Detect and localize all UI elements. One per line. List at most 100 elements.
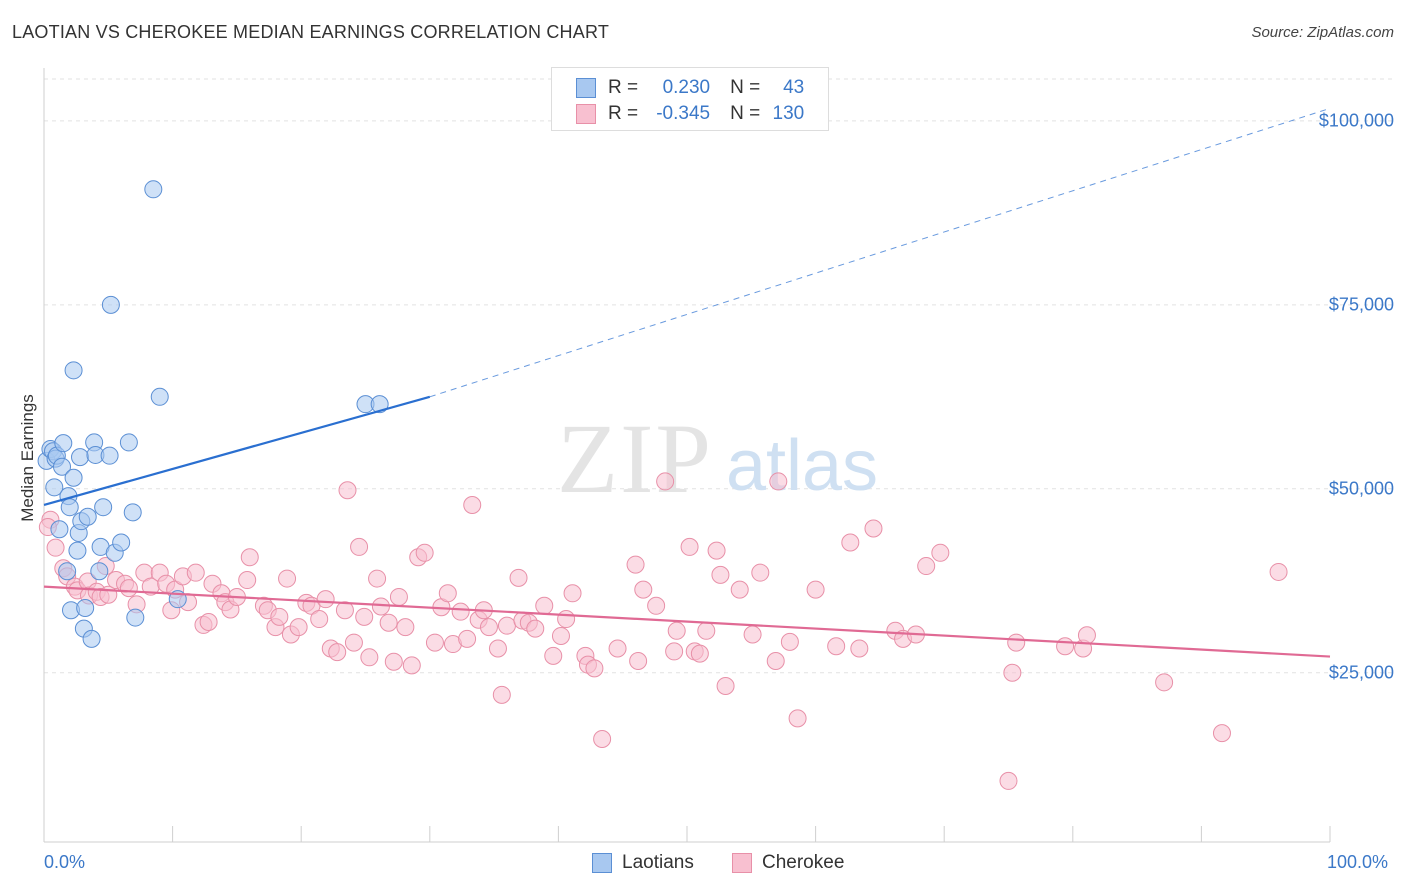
cherokee-point xyxy=(344,633,363,652)
cherokee-point xyxy=(335,601,354,620)
cherokee-point xyxy=(384,652,403,671)
cherokee-point xyxy=(769,472,788,491)
cherokee-point xyxy=(665,642,684,661)
cherokee-point xyxy=(240,548,259,567)
legend-r-label: R = xyxy=(608,103,639,124)
cherokee-point xyxy=(458,629,477,648)
cherokee-swatch xyxy=(576,104,596,124)
bottom-legend-laotians: Laotians xyxy=(592,852,694,874)
laotian-point xyxy=(370,395,389,414)
laotian-point xyxy=(126,608,145,627)
laotian-points xyxy=(37,180,389,648)
trendlines xyxy=(43,107,1331,658)
source-label: Source: ZipAtlas.com xyxy=(1251,24,1394,41)
laotian-point xyxy=(50,520,69,539)
cherokee-point xyxy=(917,557,936,576)
cherokee-point xyxy=(780,632,799,651)
cherokee-point xyxy=(707,541,726,560)
legend-n-value: 130 xyxy=(772,103,805,124)
cherokee-point xyxy=(656,472,675,491)
cherokee-point xyxy=(1077,626,1096,645)
cherokee-point xyxy=(438,584,457,603)
laotian-point xyxy=(150,387,169,406)
cherokee-point xyxy=(544,646,563,665)
cherokee-point xyxy=(730,580,749,599)
cherokee-point xyxy=(850,639,869,658)
cherokee-point xyxy=(238,571,257,590)
y-tick-label: $25,000 xyxy=(1328,662,1394,683)
watermark-zip: ZIP xyxy=(557,403,713,514)
cherokee-points xyxy=(38,472,1288,790)
y-tick-label: $75,000 xyxy=(1328,294,1394,315)
watermark-atlas: atlas xyxy=(726,426,878,506)
laotian-point xyxy=(45,478,64,497)
cherokee-point xyxy=(479,618,498,637)
cherokee-point xyxy=(526,619,545,638)
cherokee-point xyxy=(788,709,807,728)
cherokee-point xyxy=(46,538,65,557)
x-tick-max: 100.0% xyxy=(1327,852,1389,872)
cherokee-point xyxy=(492,685,511,704)
cherokee-point xyxy=(690,644,709,663)
cherokee-point xyxy=(716,677,735,695)
laotian-point xyxy=(71,448,90,467)
laotians-swatch xyxy=(576,78,596,98)
cherokee-legend-swatch xyxy=(732,853,752,873)
cherokee-point xyxy=(360,648,379,667)
legend-n-label: N = xyxy=(730,103,761,124)
laotian-point xyxy=(90,562,109,581)
cherokee-point xyxy=(608,639,627,658)
x-tick-min: 0.0% xyxy=(44,852,86,872)
cherokee-point xyxy=(289,618,308,637)
cherokee-point xyxy=(119,579,138,598)
cherokee-point xyxy=(1056,637,1075,656)
cherokee-point xyxy=(667,621,686,640)
legend-r-value: -0.345 xyxy=(656,103,711,124)
laotian-point xyxy=(112,533,131,552)
cherokee-point xyxy=(425,633,444,652)
laotian-point xyxy=(58,562,77,581)
cherokee-point xyxy=(841,533,860,552)
watermark: ZIP atlas xyxy=(557,403,878,514)
laotian-point xyxy=(100,446,119,465)
cherokee-point xyxy=(199,612,218,631)
cherokee-point xyxy=(743,625,762,644)
cherokee-point xyxy=(535,596,554,615)
laotian-point xyxy=(76,599,95,617)
laotian-point xyxy=(54,434,73,453)
cherokee-point xyxy=(316,590,335,609)
cherokee-point xyxy=(999,771,1018,790)
cherokee-point xyxy=(415,543,434,562)
cherokee-point xyxy=(827,637,846,656)
cherokee-point xyxy=(766,651,785,670)
cherokee-point xyxy=(806,580,825,599)
laotian-point xyxy=(82,629,101,648)
legend-n-label: N = xyxy=(730,77,761,98)
cherokee-point xyxy=(634,580,653,599)
cherokee-point xyxy=(697,621,716,640)
cherokee-point xyxy=(1007,633,1026,652)
cherokee-point xyxy=(355,607,374,626)
cherokee-point xyxy=(563,584,582,603)
cherokee-point xyxy=(396,618,415,637)
cherokee-point xyxy=(338,481,357,500)
cherokee-point xyxy=(463,495,482,514)
y-tick-label: $100,000 xyxy=(1318,110,1394,131)
cherokee-point xyxy=(626,555,645,574)
legend-r-label: R = xyxy=(608,77,639,98)
laotian-trendline xyxy=(43,395,431,507)
legend-row-cherokee: R = -0.345 N = 130 xyxy=(552,102,804,126)
legend-r-value: 0.230 xyxy=(662,77,711,98)
cherokee-point xyxy=(310,610,329,629)
cherokee-point xyxy=(389,587,408,606)
y-tick-label: $50,000 xyxy=(1328,478,1394,499)
laotian-point xyxy=(119,433,138,452)
cherokee-point xyxy=(1212,724,1231,743)
cherokee-point xyxy=(488,639,507,658)
cherokee-point xyxy=(551,626,570,645)
laotian-trendline-extension xyxy=(429,107,1331,398)
cherokee-point xyxy=(585,659,604,678)
cherokee-point xyxy=(350,537,369,556)
cherokee-point xyxy=(451,602,470,621)
